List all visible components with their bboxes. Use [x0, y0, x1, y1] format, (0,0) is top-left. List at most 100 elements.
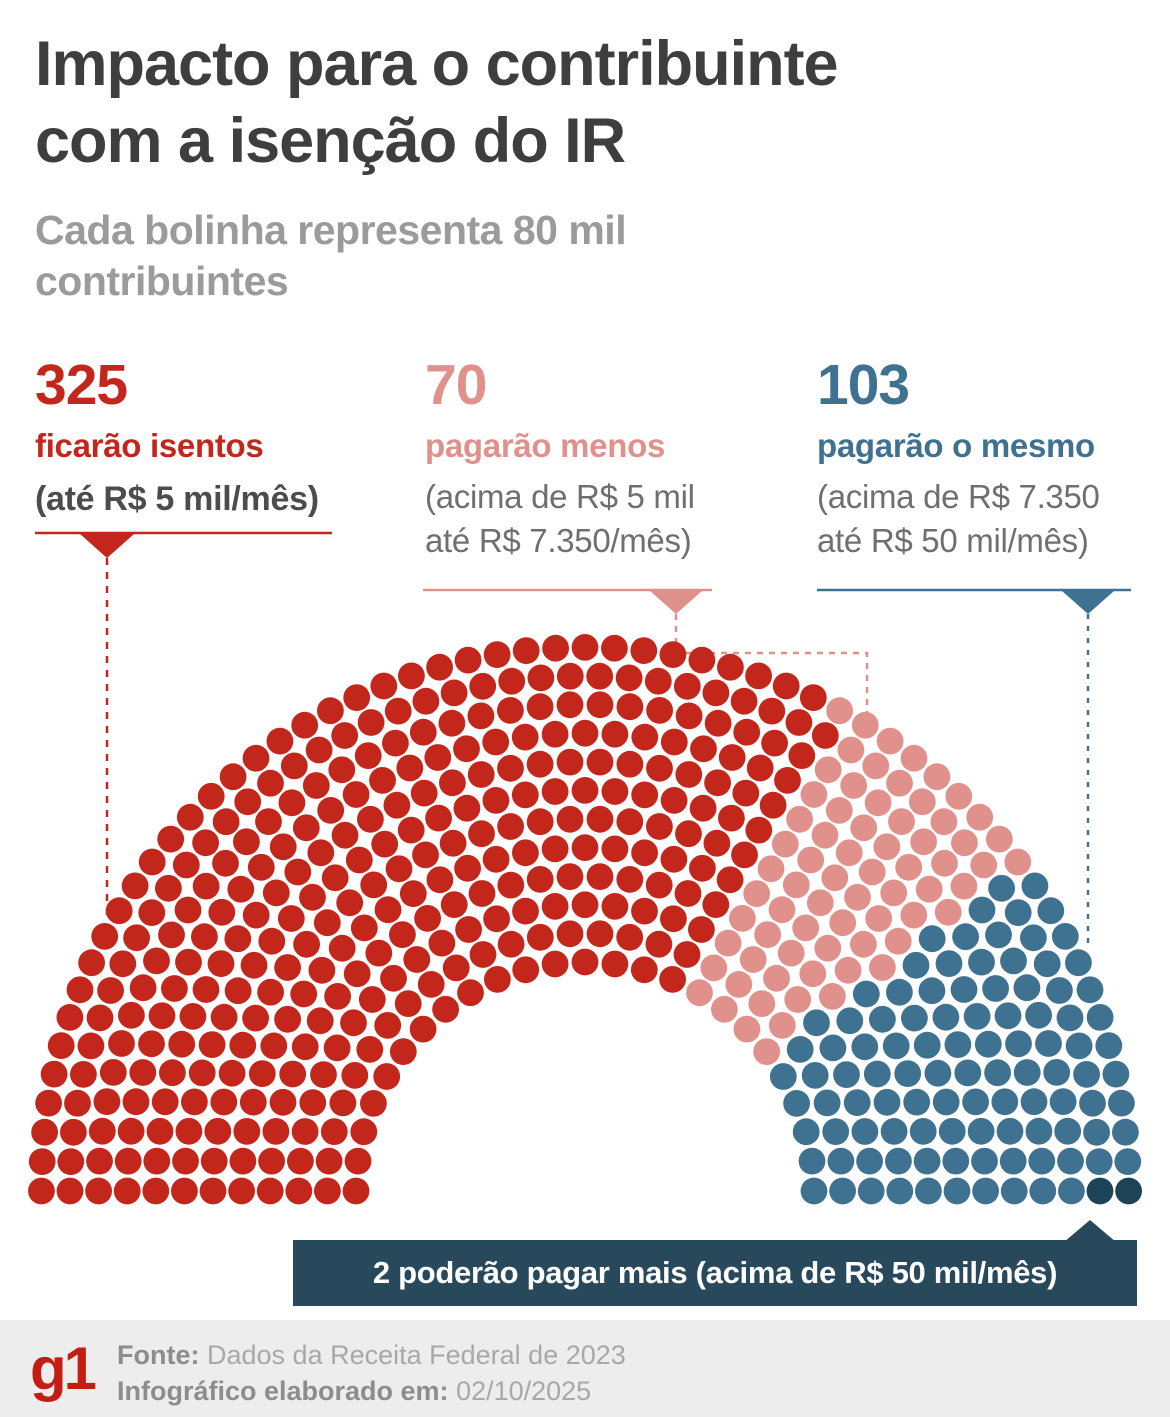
seat-dot	[497, 697, 524, 724]
seat-dot	[143, 947, 170, 975]
seat-dot	[901, 1004, 928, 1032]
seat-dot	[365, 939, 393, 967]
seat-dot	[646, 813, 673, 840]
seat-dot	[199, 1177, 227, 1205]
seat-dot	[985, 921, 1012, 949]
seat-dot	[601, 634, 628, 662]
seat-dot	[944, 1031, 972, 1058]
seat-dot	[191, 923, 218, 951]
seat-dot	[769, 1063, 797, 1090]
seat-dot	[374, 896, 402, 924]
seat-dot	[571, 948, 599, 976]
seat-dot	[317, 697, 344, 725]
seat-dot	[172, 1147, 199, 1175]
seat-dot	[454, 854, 481, 882]
seat-dot	[967, 1117, 995, 1145]
seat-dot	[64, 1089, 91, 1117]
seat-dot	[117, 1117, 145, 1145]
seat-dot	[438, 709, 466, 737]
callout-arrow-menos	[650, 591, 702, 614]
seat-dot	[512, 956, 540, 984]
seat-dot	[931, 849, 958, 877]
seat-dot	[188, 1059, 216, 1087]
seat-dot	[350, 914, 378, 942]
seat-dot	[484, 966, 511, 993]
seat-dot	[857, 1177, 885, 1205]
seat-dot	[129, 1059, 157, 1086]
seat-dot	[675, 761, 703, 788]
seat-dot	[783, 1090, 810, 1117]
seat-dot	[399, 880, 427, 907]
seat-dot	[988, 874, 1015, 902]
seat-dot	[1004, 848, 1032, 876]
seat-dot	[923, 763, 951, 791]
seat-dot	[78, 949, 105, 977]
seat-dot	[644, 667, 672, 695]
seat-dot	[247, 853, 275, 881]
seat-dot	[159, 1059, 186, 1087]
seat-dot	[954, 1059, 982, 1087]
seat-dot	[93, 1088, 121, 1115]
seat-dot	[718, 744, 746, 771]
seat-dot	[758, 697, 786, 725]
seat-dot	[380, 964, 407, 992]
seat-dot	[439, 769, 466, 797]
seat-dot	[659, 641, 687, 668]
seat-dot	[900, 901, 928, 929]
seat-dot	[1043, 1059, 1071, 1086]
seat-dot	[369, 767, 396, 794]
seat-dot	[829, 1177, 856, 1205]
seat-dot	[324, 983, 351, 1010]
seat-dot	[601, 835, 629, 863]
seat-dot	[284, 858, 312, 886]
seat-dot	[77, 1032, 105, 1060]
seat-dot	[748, 990, 776, 1017]
seat-dot	[227, 875, 255, 903]
seat-dot	[932, 1088, 960, 1116]
seat-dot	[800, 1177, 828, 1205]
seat-dot	[754, 921, 781, 948]
seat-dot	[631, 781, 659, 809]
seat-dot	[239, 1088, 267, 1116]
seat-dot	[814, 756, 842, 784]
seat-dot	[882, 1032, 910, 1060]
seat-dot	[373, 1063, 401, 1090]
seat-dot	[212, 849, 239, 877]
seat-dot	[716, 866, 744, 894]
seat-dot	[700, 954, 728, 982]
seat-dot	[1021, 872, 1049, 900]
seat-dot	[345, 846, 373, 874]
seat-dot	[991, 1088, 1019, 1116]
seat-dot	[763, 964, 790, 992]
seat-dot	[840, 772, 868, 799]
seat-dot	[759, 791, 787, 819]
seat-dot	[426, 653, 453, 681]
seat-dot	[792, 914, 820, 942]
seat-dot	[999, 1147, 1027, 1175]
hemicycle-dots	[28, 634, 1142, 1205]
seat-dot	[218, 1059, 246, 1087]
seat-dot	[396, 754, 424, 782]
legend-isentos: 325 ficarão isentos (até R$ 5 mil/mês)	[35, 353, 405, 522]
seat-dot	[1037, 897, 1065, 925]
seat-dot	[631, 897, 658, 925]
seat-dot	[425, 804, 452, 832]
seat-dot	[1114, 1148, 1142, 1175]
seat-dot	[1013, 1059, 1041, 1086]
seat-dot	[432, 995, 459, 1023]
seat-dot	[336, 889, 364, 917]
seat-dot	[1108, 1089, 1135, 1117]
seat-dot	[228, 1177, 256, 1205]
seat-dot	[389, 921, 416, 948]
seat-dot	[1083, 1118, 1110, 1146]
seat-dot	[360, 871, 388, 899]
seat-dot	[732, 779, 760, 807]
seat-dot	[315, 1147, 343, 1175]
banner-pagar-mais: 2 poderão pagar mais (acima de R$ 50 mil…	[293, 1240, 1137, 1306]
seat-dot	[996, 1117, 1024, 1145]
seat-dot	[930, 808, 958, 836]
seat-dot	[768, 896, 796, 924]
seat-dot	[168, 1030, 196, 1058]
legend-isentos-number: 325	[35, 353, 128, 417]
seat-dot	[60, 1118, 87, 1146]
